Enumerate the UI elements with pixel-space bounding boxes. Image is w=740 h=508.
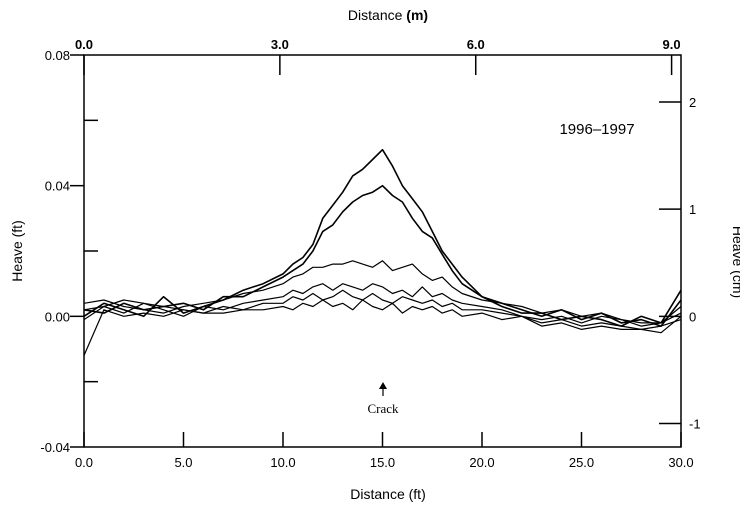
period-annotation: 1996–1997 [559, 121, 634, 138]
crack-marker: Crack [367, 382, 399, 416]
x-bottom-tick-label: 25.0 [569, 455, 594, 470]
y-right-tick-label: 1 [689, 202, 696, 217]
top-axis-title-prefix: Distance [348, 7, 406, 23]
x-bottom-tick-label: 20.0 [469, 455, 494, 470]
x-top-tick-label: 3.0 [271, 37, 289, 52]
x-bottom-tick-label: 10.0 [270, 455, 295, 470]
heave-profile-line-6 [83, 299, 682, 356]
heave-profile-line-2 [83, 184, 682, 327]
x-top-tick-label: 0.0 [75, 37, 93, 52]
x-top-tick-label: 6.0 [467, 37, 485, 52]
y-left-tick-label: 0.08 [45, 48, 70, 63]
y-left-tick-label: 0.00 [45, 309, 70, 324]
y-right-tick-label: -1 [689, 417, 701, 432]
ticks-layer: 0.0 5.0 10.0 15.0 20.0 25.0 30.0 0.0 3.0 6.0 9.0 -0… [40, 37, 700, 470]
x-bottom-tick-label: 0.0 [75, 455, 93, 470]
heave-profile-line-3 [83, 260, 682, 324]
top-axis-title: Distance (m) [348, 7, 428, 23]
y-right-tick-label: 2 [689, 95, 696, 110]
y-left-tick-label: -0.04 [40, 440, 70, 455]
left-axis-title: Heave (ft) [9, 220, 25, 281]
y-left-tick-label: 0.04 [45, 179, 70, 194]
top-axis-title-unit: (m) [406, 7, 428, 23]
heave-profile-line-4 [83, 283, 682, 327]
series-layer [83, 148, 682, 356]
right-axis-title: Heave (cm) [730, 226, 740, 298]
x-bottom-tick-label: 5.0 [174, 455, 192, 470]
x-bottom-tick-label: 30.0 [668, 455, 693, 470]
heave-profile-line-5 [83, 289, 682, 330]
bottom-axis-title: Distance (ft) [350, 486, 425, 502]
crack-arrow-head [379, 382, 387, 389]
x-bottom-tick-label: 15.0 [370, 455, 395, 470]
crack-label: Crack [367, 401, 399, 416]
y-right-tick-label: 0 [689, 309, 696, 324]
x-top-tick-label: 9.0 [663, 37, 681, 52]
